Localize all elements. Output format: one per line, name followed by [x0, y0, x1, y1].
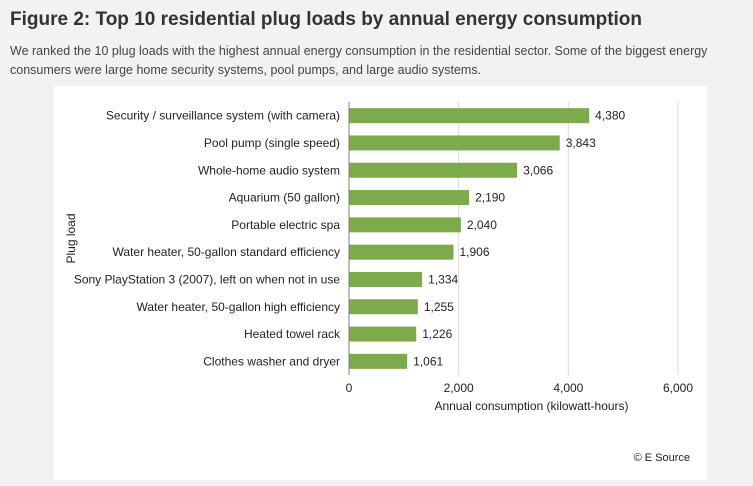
- value-label-4: 2,190: [475, 191, 505, 205]
- bar-2: [349, 135, 560, 151]
- bar-4: [349, 190, 470, 206]
- category-label-10: Clothes washer and dryer: [203, 354, 340, 368]
- value-label-8: 1,255: [424, 300, 454, 314]
- category-label-9: Heated towel rack: [244, 327, 341, 341]
- category-label-5: Portable electric spa: [231, 218, 340, 232]
- bar-7: [349, 271, 423, 287]
- x-tick-label-1: 2,000: [444, 381, 474, 395]
- chart-panel: Security / surveillance system (with cam…: [54, 86, 707, 480]
- y-axis-title: Plug load: [64, 213, 78, 263]
- value-label-9: 1,226: [422, 327, 452, 341]
- figure-title: Figure 2: Top 10 residential plug loads …: [10, 9, 643, 30]
- value-label-2: 3,843: [566, 136, 596, 150]
- x-axis-title: Annual consumption (kilowatt-hours): [434, 399, 628, 413]
- value-label-10: 1,061: [413, 354, 443, 368]
- bar-6: [349, 244, 454, 260]
- x-tick-label-3: 6,000: [663, 381, 693, 395]
- bar-3: [349, 162, 518, 178]
- category-label-7: Sony PlayStation 3 (2007), left on when …: [74, 272, 340, 286]
- bar-9: [349, 326, 417, 342]
- bar-10: [349, 353, 408, 369]
- category-label-6: Water heater, 50-gallon standard efficie…: [113, 245, 340, 259]
- bar-5: [349, 217, 461, 233]
- bar-8: [349, 299, 418, 315]
- value-label-6: 1,906: [460, 245, 490, 259]
- value-label-3: 3,066: [523, 163, 553, 177]
- source-credit: © E Source: [633, 452, 690, 464]
- figure-subtitle: We ranked the 10 plug loads with the hig…: [10, 44, 708, 77]
- category-label-3: Whole-home audio system: [198, 163, 340, 177]
- category-label-8: Water heater, 50-gallon high efficiency: [137, 300, 340, 314]
- category-label-1: Security / surveillance system (with cam…: [106, 109, 340, 123]
- bar-1: [349, 108, 590, 124]
- x-tick-label-2: 4,000: [553, 381, 583, 395]
- value-label-7: 1,334: [428, 272, 458, 286]
- x-tick-label-0: 0: [346, 381, 353, 395]
- value-label-1: 4,380: [595, 109, 625, 123]
- category-label-4: Aquarium (50 gallon): [229, 191, 340, 205]
- value-label-5: 2,040: [467, 218, 497, 232]
- bar-chart: Security / surveillance system (with cam…: [64, 102, 693, 413]
- category-label-2: Pool pump (single speed): [204, 136, 340, 150]
